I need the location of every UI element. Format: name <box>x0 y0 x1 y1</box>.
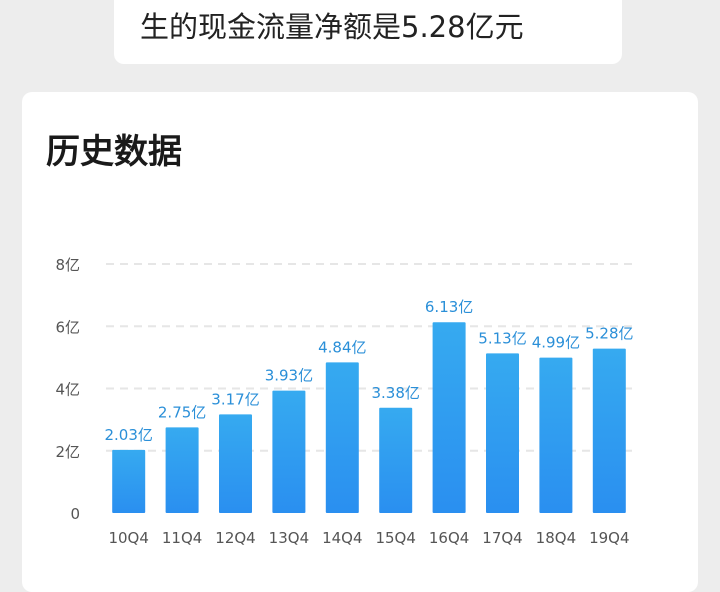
x-tick-label: 18Q4 <box>536 529 576 547</box>
bar-15Q4 <box>379 407 413 513</box>
section-title: 历史数据 <box>46 132 182 172</box>
x-tick-label: 15Q4 <box>375 529 415 547</box>
y-tick-label: 0 <box>70 505 80 523</box>
bars <box>112 322 626 513</box>
data-label: 4.84亿 <box>318 338 366 356</box>
bar-16Q4 <box>432 322 466 513</box>
y-tick-label: 2亿 <box>55 443 80 461</box>
y-tick-label: 6亿 <box>55 318 80 336</box>
bar-chart: 0 2亿 4亿 6亿 8亿 2.03亿 2.75亿 3.17亿 3.93亿 4.84亿 3.38亿… <box>55 256 634 547</box>
x-tick-label: 10Q4 <box>108 529 148 547</box>
data-label: 3.17亿 <box>211 390 259 408</box>
summary-text: 生的现金流量净额是5.28亿元 <box>140 10 524 44</box>
data-label: 4.99亿 <box>532 334 580 352</box>
data-label: 6.13亿 <box>425 298 473 316</box>
x-tick-label: 17Q4 <box>482 529 522 547</box>
summary-card: 生的现金流量净额是5.28亿元 <box>114 0 622 64</box>
bar-17Q4 <box>486 353 519 513</box>
bar-11Q4 <box>165 427 199 513</box>
x-tick-label: 19Q4 <box>589 529 629 547</box>
data-labels: 2.03亿 2.75亿 3.17亿 3.93亿 4.84亿 3.38亿 6.13亿 5.13亿… <box>104 298 633 444</box>
data-label: 5.13亿 <box>478 329 526 347</box>
data-label: 5.28亿 <box>585 325 633 343</box>
bar-19Q4 <box>592 348 626 513</box>
bar-14Q4 <box>325 362 359 513</box>
bar-12Q4 <box>219 414 252 513</box>
bar-18Q4 <box>539 357 573 513</box>
history-card: 历史数据 0 2亿 4亿 6亿 8亿 2.03亿 2.75亿 3.17亿 3.93亿 4.84亿… <box>22 92 698 592</box>
bar-10Q4 <box>112 449 146 513</box>
y-tick-label: 4亿 <box>55 381 80 399</box>
x-tick-label: 14Q4 <box>322 529 362 547</box>
x-tick-label: 11Q4 <box>162 529 202 547</box>
data-label: 2.03亿 <box>104 426 152 444</box>
x-tick-label: 13Q4 <box>269 529 309 547</box>
x-axis-tick-labels: 10Q4 11Q4 12Q4 13Q4 14Q4 15Q4 16Q4 17Q4 18Q4 19Q4 <box>108 529 629 547</box>
bar-13Q4 <box>272 390 306 513</box>
data-label: 3.38亿 <box>371 384 419 402</box>
y-tick-label: 8亿 <box>55 256 80 274</box>
x-tick-label: 12Q4 <box>215 529 255 547</box>
data-label: 3.93亿 <box>265 367 313 385</box>
data-label: 2.75亿 <box>158 403 206 421</box>
y-axis-tick-labels: 0 2亿 4亿 6亿 8亿 <box>55 256 80 523</box>
x-tick-label: 16Q4 <box>429 529 469 547</box>
